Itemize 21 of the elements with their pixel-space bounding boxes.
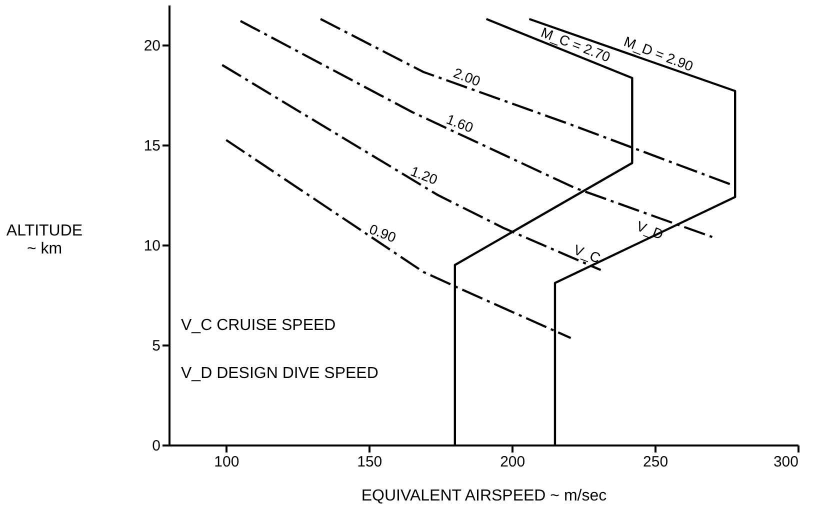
annotation: 2.00	[451, 64, 483, 90]
y-axis-title: ALTITUDE ~ km	[6, 222, 83, 258]
annotation: M_C = 2.70	[538, 24, 613, 66]
x-axis-title: EQUIVALENT AIRSPEED ~ m/sec	[361, 488, 607, 504]
y-tick-label: 20	[144, 38, 160, 54]
y-tick-label: 0	[152, 438, 160, 454]
annotation: 0.90	[367, 220, 399, 246]
y-tick-label: 10	[144, 238, 160, 254]
y-tick-label: 15	[144, 138, 160, 154]
x-tick-label: 150	[357, 454, 382, 470]
annotation: M_D = 2.90	[622, 33, 696, 74]
annotation: 1.60	[444, 110, 476, 136]
annotation: V_D DESIGN DIVE SPEED	[181, 365, 378, 382]
annotation: 1.20	[408, 162, 440, 188]
x-tick-label: 250	[643, 454, 668, 470]
x-tick-label: 100	[214, 454, 240, 470]
y-tick-label: 5	[152, 338, 160, 354]
x-tick-label: 200	[500, 454, 526, 470]
annotation: V_C CRUISE SPEED	[181, 317, 336, 334]
x-tick-label: 300	[773, 454, 798, 470]
annotation: V_C	[572, 241, 603, 266]
